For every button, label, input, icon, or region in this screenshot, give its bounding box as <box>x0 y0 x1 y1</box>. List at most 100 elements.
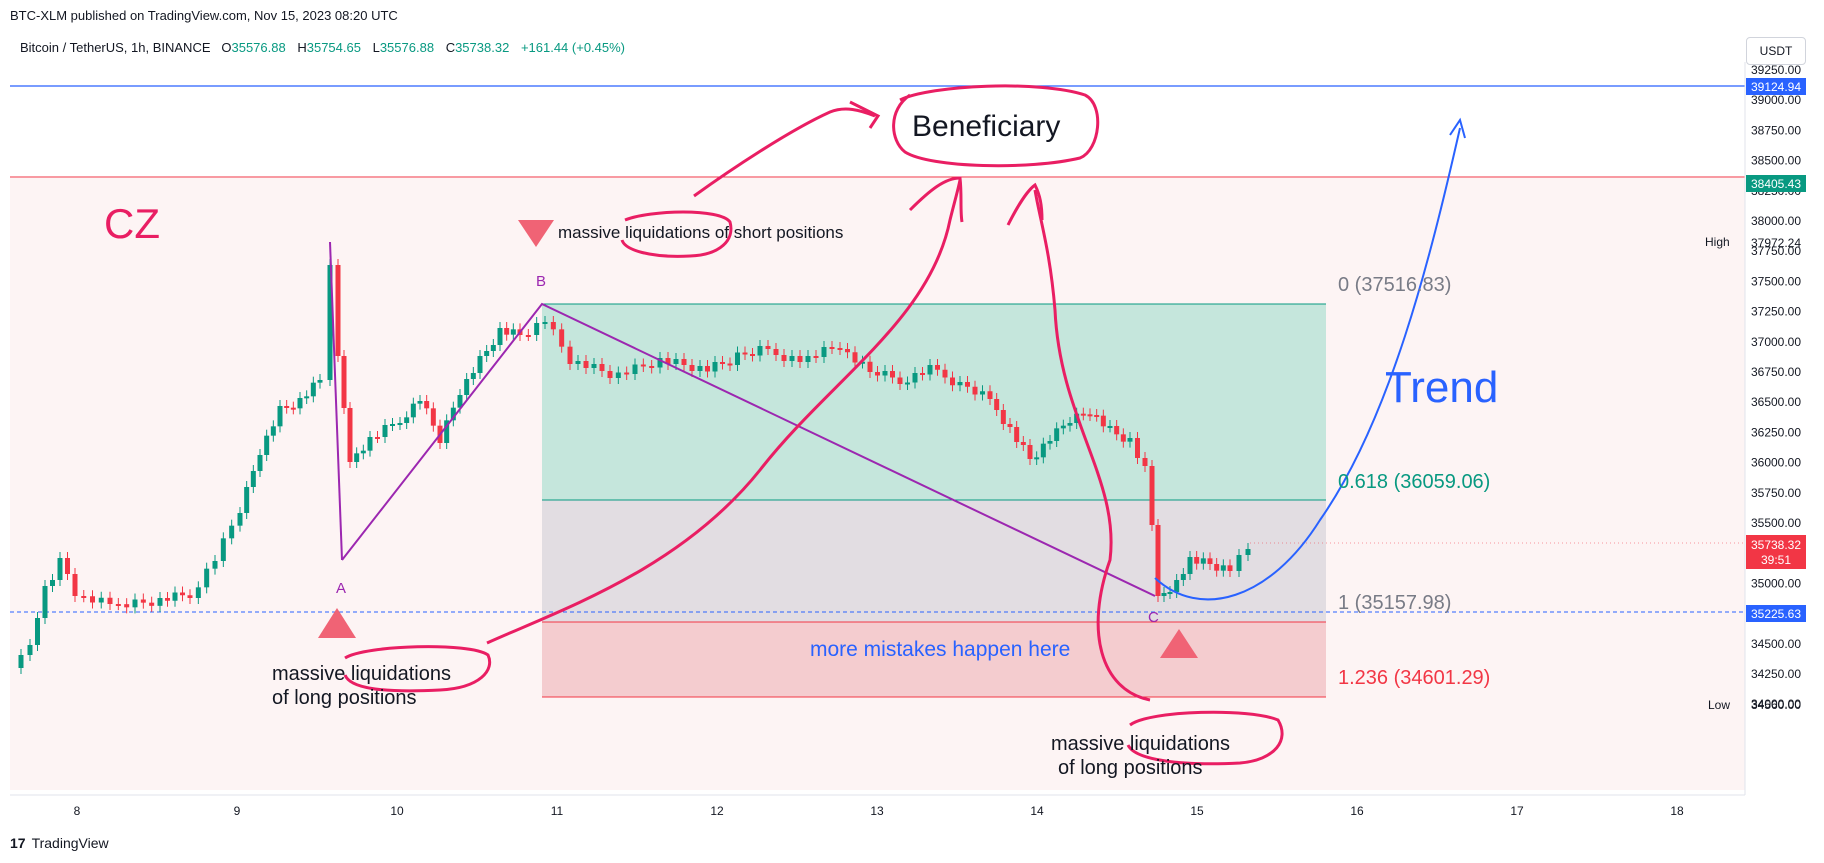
candle-body <box>1236 555 1242 571</box>
candle-body <box>845 349 850 353</box>
svg-text:37972.24: 37972.24 <box>1751 236 1801 250</box>
candle-body <box>821 347 827 357</box>
candle-body <box>1094 415 1100 417</box>
candle-body <box>157 598 163 606</box>
candle-body <box>632 364 638 374</box>
open-label: O <box>221 40 232 55</box>
candle-body <box>705 366 710 372</box>
symbol-legend[interactable]: Bitcoin / TetherUS, 1h, BINANCE O 35576.8… <box>20 40 625 55</box>
time-tick-label: 8 <box>74 804 81 818</box>
candle-body <box>773 349 779 355</box>
svg-text:39124.94: 39124.94 <box>1751 80 1801 94</box>
candle-body <box>450 407 456 421</box>
candle-body <box>665 358 671 364</box>
candle-body <box>65 558 70 574</box>
candle-body <box>829 347 835 349</box>
candle-body <box>542 322 548 324</box>
candle-body <box>927 365 933 375</box>
price-tick-label: 34500.00 <box>1751 637 1801 651</box>
candle-body <box>397 423 403 425</box>
candle-body <box>382 425 388 437</box>
candle-body <box>994 399 1000 410</box>
candle-body <box>965 382 970 387</box>
candle-body <box>50 580 55 586</box>
trend-label: Trend <box>1385 363 1498 412</box>
time-tick-label: 15 <box>1190 804 1204 818</box>
currency-selector[interactable]: USDT <box>1746 37 1806 65</box>
candle-body <box>212 561 218 569</box>
candle-body <box>72 574 78 596</box>
price-tick-label: 34250.00 <box>1751 667 1801 681</box>
candle-body <box>1047 441 1053 444</box>
price-tick-label: 36000.00 <box>1751 456 1801 470</box>
time-tick-label: 13 <box>870 804 884 818</box>
candle-body <box>1060 425 1066 429</box>
candle-body <box>583 361 589 368</box>
high-value: 35754.65 <box>306 40 361 55</box>
price-tick-label: 37500.00 <box>1751 274 1801 288</box>
short-liq-triangle <box>518 220 554 247</box>
long-liq-triangle-left <box>318 608 356 638</box>
fib-zone-upper <box>542 304 1326 500</box>
candle-body <box>867 361 873 372</box>
candle-body <box>444 420 450 443</box>
candle-body <box>264 435 270 455</box>
symbol-name[interactable]: Bitcoin / TetherUS, 1h, BINANCE <box>20 40 211 55</box>
time-tick-label: 14 <box>1030 804 1044 818</box>
price-tick-label: 36750.00 <box>1751 365 1801 379</box>
candle-body <box>229 525 235 539</box>
price-tick-label: 39250.00 <box>1751 63 1801 77</box>
ink-arrow-top-left <box>693 107 876 198</box>
point-b-label: B <box>536 273 546 290</box>
svg-text:34560.00: 34560.00 <box>1751 698 1801 712</box>
candle-body <box>1194 557 1200 564</box>
candle-body <box>1007 424 1013 427</box>
candle-body <box>335 265 341 356</box>
price-tick-label: 37750.00 <box>1751 244 1801 258</box>
candle-body <box>735 352 740 365</box>
candle-body <box>1174 580 1180 592</box>
candle-body <box>1227 565 1233 571</box>
candle-body <box>132 599 138 608</box>
candle-body <box>140 599 146 603</box>
footer-brand[interactable]: 17 TradingView <box>10 835 109 851</box>
candle-body <box>404 417 410 423</box>
long-liq-label-2b: of long positions <box>1058 757 1203 779</box>
candle-body <box>1245 549 1251 555</box>
candle-body <box>591 364 597 368</box>
trend-curve[interactable] <box>1154 127 1461 601</box>
candle-body <box>390 424 395 426</box>
price-badge-35225: 35225.63 <box>1746 605 1806 622</box>
close-label: C <box>445 40 456 55</box>
candle-body <box>284 406 290 408</box>
price-axis[interactable]: 39250.0039000.0038750.0038500.0038250.00… <box>1751 63 1801 711</box>
beneficiary-label: Beneficiary <box>912 110 1060 143</box>
candle-body <box>367 437 373 451</box>
candle-body <box>789 356 795 361</box>
candle-body <box>890 371 895 378</box>
candle-body <box>697 366 703 371</box>
candle-body <box>905 382 910 385</box>
tradingview-brand-text: TradingView <box>31 835 109 851</box>
ink-arrow-top-left-head <box>849 100 881 129</box>
liq-circle-long-right <box>1126 710 1284 766</box>
low-value: 35576.88 <box>379 40 435 55</box>
time-axis[interactable]: 8 9 10 11 12 13 14 15 16 17 18 <box>74 804 1684 818</box>
candle-body <box>1187 557 1193 574</box>
candle-body <box>195 587 201 598</box>
candle-body <box>607 371 613 378</box>
candle-body <box>430 408 436 426</box>
candle-body <box>1014 427 1020 442</box>
abc-pattern-line[interactable] <box>341 302 1156 597</box>
candle-body <box>550 322 556 330</box>
candle-body <box>742 352 748 355</box>
candle-body <box>1067 423 1073 426</box>
candle-body <box>347 408 353 462</box>
candle-body <box>920 373 925 375</box>
price-tick-label: 35500.00 <box>1751 516 1801 530</box>
candle-body <box>317 380 323 383</box>
candle-body <box>882 371 888 376</box>
candle-body <box>297 398 303 409</box>
point-a-label: A <box>336 580 346 597</box>
